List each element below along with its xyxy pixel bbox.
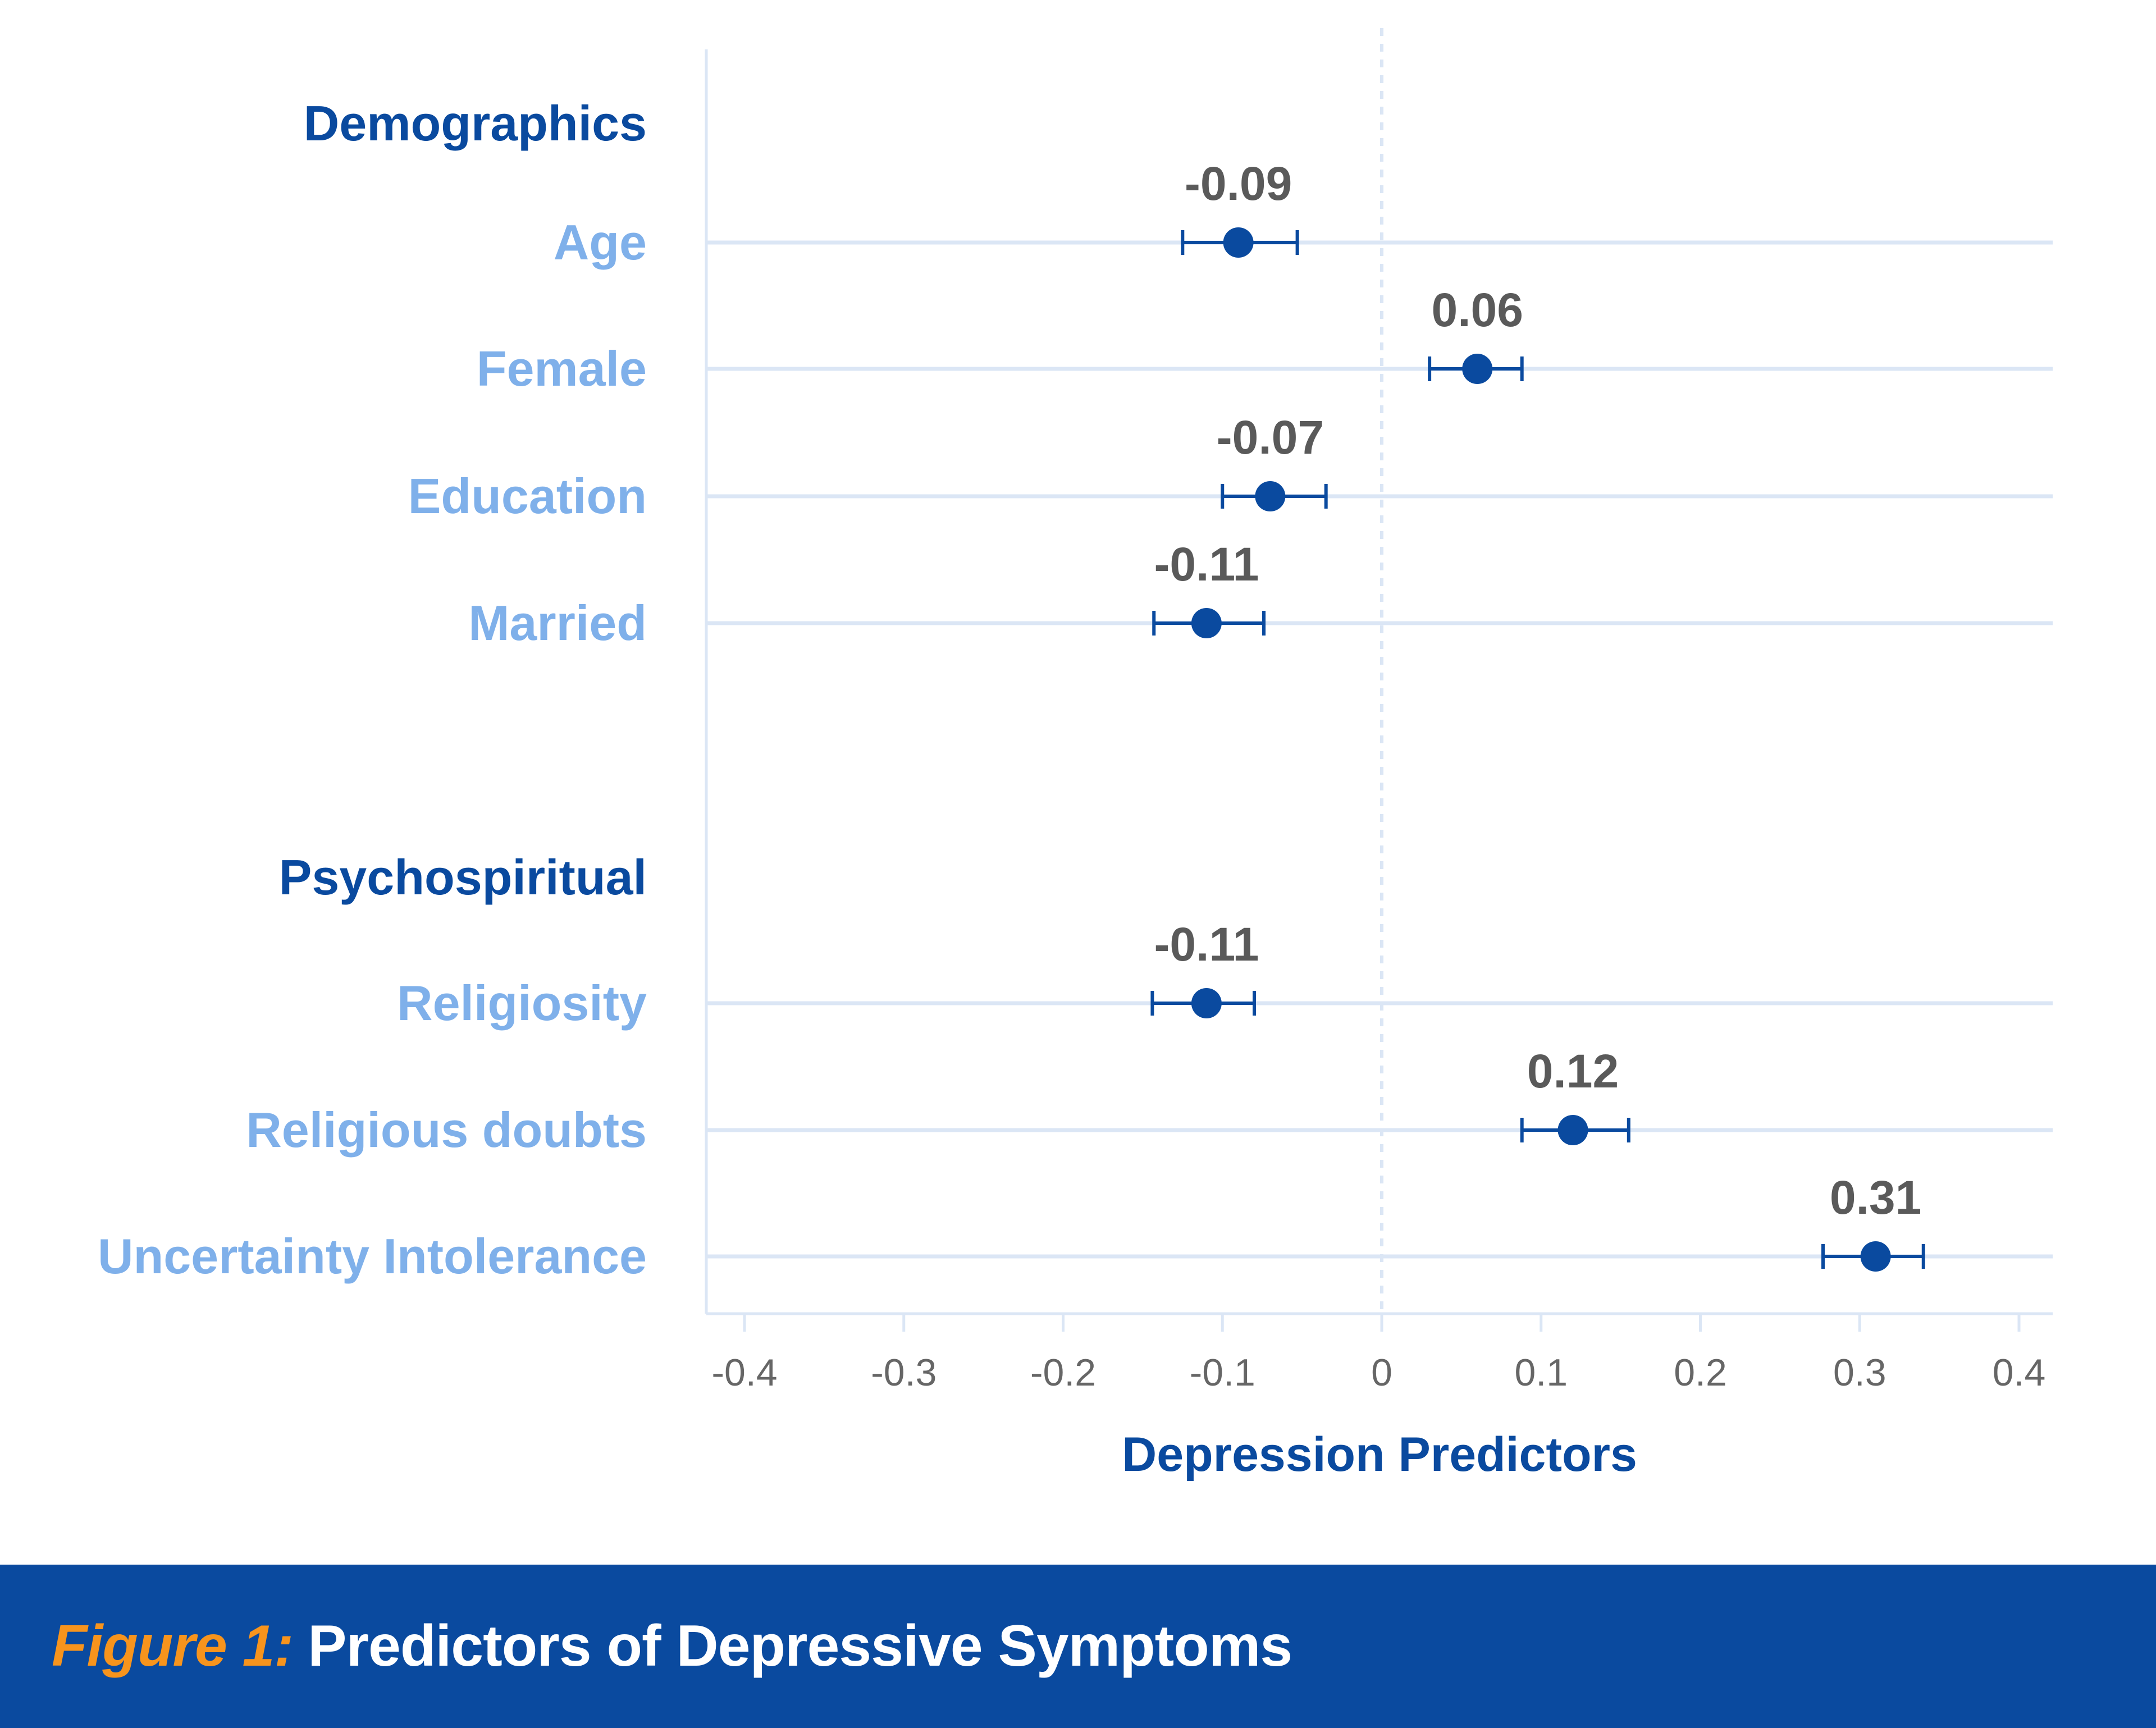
group-heading: Psychospiritual — [279, 849, 647, 905]
row-label: Uncertainty Intolerance — [98, 1228, 647, 1284]
estimate-value-label: -0.09 — [1185, 157, 1292, 210]
row-label: Age — [554, 214, 647, 270]
estimate-point — [1462, 354, 1493, 384]
x-tick-label: -0.2 — [1030, 1351, 1096, 1394]
x-tick-label: -0.3 — [871, 1351, 937, 1394]
x-axis-title: Depression Predictors — [1122, 1428, 1637, 1482]
forest-plot: -0.4 -0.3 -0.2 -0.1 0 0.1 0.2 0.3 0.4 Depression … — [98, 28, 2053, 1482]
estimate-value-label: 0.06 — [1432, 284, 1524, 336]
estimate-value-label: 0.12 — [1527, 1045, 1619, 1098]
estimate-point — [1255, 481, 1286, 511]
estimate-point — [1191, 988, 1222, 1018]
x-tick-label: 0.2 — [1674, 1351, 1727, 1394]
estimate-point — [1557, 1115, 1588, 1145]
estimate-value-label: -0.07 — [1217, 411, 1324, 464]
figure-title: Predictors of Depressive Symptoms — [308, 1613, 1292, 1679]
x-tick-label: 0.4 — [1993, 1351, 2046, 1394]
figure-number: Figure 1: — [52, 1613, 294, 1679]
x-tick-label: -0.4 — [711, 1351, 777, 1394]
estimate-point — [1860, 1241, 1891, 1272]
x-tick-label: -0.1 — [1190, 1351, 1255, 1394]
x-tick-label: 0.3 — [1833, 1351, 1886, 1394]
row-label: Religious doubts — [246, 1102, 647, 1158]
row-label: Female — [477, 341, 647, 396]
estimate-value-label: -0.11 — [1154, 918, 1259, 971]
x-tick-label: 0 — [1371, 1351, 1392, 1394]
estimate-point — [1223, 227, 1254, 258]
figure-caption-bar: Figure 1: Predictors of Depressive Sympto… — [0, 1565, 2156, 1728]
row-label: Religiosity — [397, 975, 647, 1031]
estimate-value-label: -0.11 — [1154, 538, 1259, 591]
x-tick-label: 0.1 — [1514, 1351, 1568, 1394]
row-label: Married — [468, 595, 647, 651]
group-heading: Demographics — [304, 95, 647, 151]
estimate-point — [1191, 608, 1222, 638]
row-label: Education — [408, 468, 647, 524]
figure-caption: Figure 1: Predictors of Depressive Sympto… — [52, 1565, 1292, 1728]
estimate-value-label: 0.31 — [1830, 1171, 1922, 1224]
